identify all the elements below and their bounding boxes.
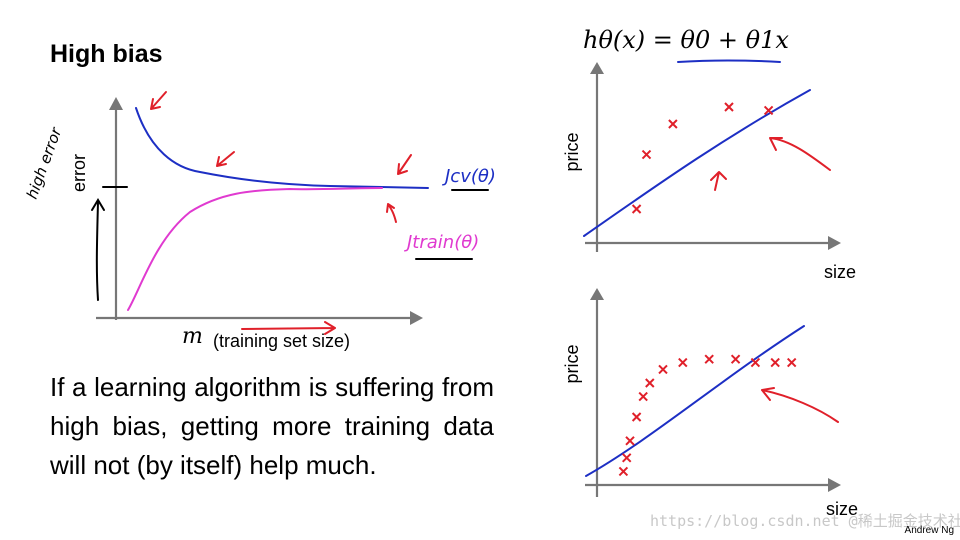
- bottom-ylabel: price: [562, 344, 582, 383]
- lc-xlabel-text: (training set size): [213, 331, 350, 351]
- top-scatter-point-2: [668, 119, 678, 129]
- bottom-scatter-point-10: [750, 357, 761, 368]
- top-points-group: [631, 102, 774, 214]
- top-y-arrowhead: [590, 62, 604, 74]
- bottom-fit-line: [585, 325, 805, 477]
- bottom-y-arrowhead: [590, 288, 604, 300]
- high-error-note: high error: [23, 125, 66, 202]
- red-arrow-1: [150, 91, 167, 110]
- scatter-top: price size: [562, 62, 856, 282]
- bottom-scatter-point-12: [786, 357, 797, 368]
- jtrain-curve: [127, 187, 383, 311]
- top-fit-line: [583, 89, 811, 237]
- bottom-points-group: [618, 354, 797, 477]
- lc-x-arrowhead: [410, 311, 423, 325]
- hypothesis-formula: hθ(x) = θ0 + θ1x: [583, 26, 789, 54]
- bottom-scatter-point-2: [625, 436, 635, 446]
- watermark: https://blog.csdn.net @稀土掘金技术社区: [650, 512, 960, 530]
- learning-curve-plot: error m (training set size) Jcv(θ) Jtrai…: [23, 91, 496, 351]
- slide-title: High bias: [50, 40, 163, 68]
- scatter-bottom: price size: [562, 288, 858, 519]
- lc-y-arrowhead: [109, 97, 123, 110]
- jcv-curve: [135, 107, 429, 189]
- jcv-label: Jcv(θ): [442, 166, 496, 187]
- bottom-red-arrow: [761, 387, 839, 423]
- bottom-scatter-point-5: [645, 378, 655, 388]
- lc-ylabel: error: [69, 154, 89, 192]
- red-arrow-5: [241, 321, 336, 335]
- top-red-arrow-side: [769, 137, 831, 171]
- top-scatter-point-0: [631, 204, 642, 214]
- high-error-arrowhead: [91, 198, 105, 211]
- top-red-arrow-up: [710, 171, 727, 191]
- author-credit: Andrew Ng: [904, 525, 954, 536]
- top-xlabel: size: [824, 262, 856, 282]
- lc-xlabel-symbol: m: [182, 324, 203, 349]
- high-error-bracket: [95, 201, 99, 301]
- hypothesis: hθ(x) = θ0 + θ1x: [583, 26, 789, 63]
- red-arrow-2: [216, 151, 235, 167]
- red-arrow-4: [386, 203, 397, 223]
- body-paragraph: If a learning algorithm is suffering fro…: [50, 372, 494, 480]
- red-arrow-3: [397, 154, 412, 175]
- bottom-scatter-point-7: [678, 357, 688, 368]
- bottom-scatter-point-4: [638, 391, 648, 402]
- jtrain-label: Jtrain(θ): [404, 232, 479, 253]
- bottom-x-arrowhead: [828, 478, 841, 492]
- bottom-scatter-point-8: [704, 354, 714, 364]
- bottom-scatter-point-1: [621, 453, 632, 463]
- top-scatter-point-3: [724, 102, 734, 112]
- bottom-scatter-point-11: [770, 357, 780, 368]
- bottom-scatter-point-6: [658, 364, 668, 375]
- bottom-xlabel: size: [826, 499, 858, 519]
- bottom-scatter-point-3: [631, 412, 642, 422]
- bottom-scatter-point-0: [618, 466, 629, 477]
- top-ylabel: price: [562, 132, 582, 171]
- hypothesis-underline: [677, 59, 781, 63]
- top-scatter-point-1: [641, 149, 652, 160]
- top-x-arrowhead: [828, 236, 841, 250]
- bottom-scatter-point-9: [730, 354, 741, 364]
- top-scatter-point-4: [763, 105, 774, 116]
